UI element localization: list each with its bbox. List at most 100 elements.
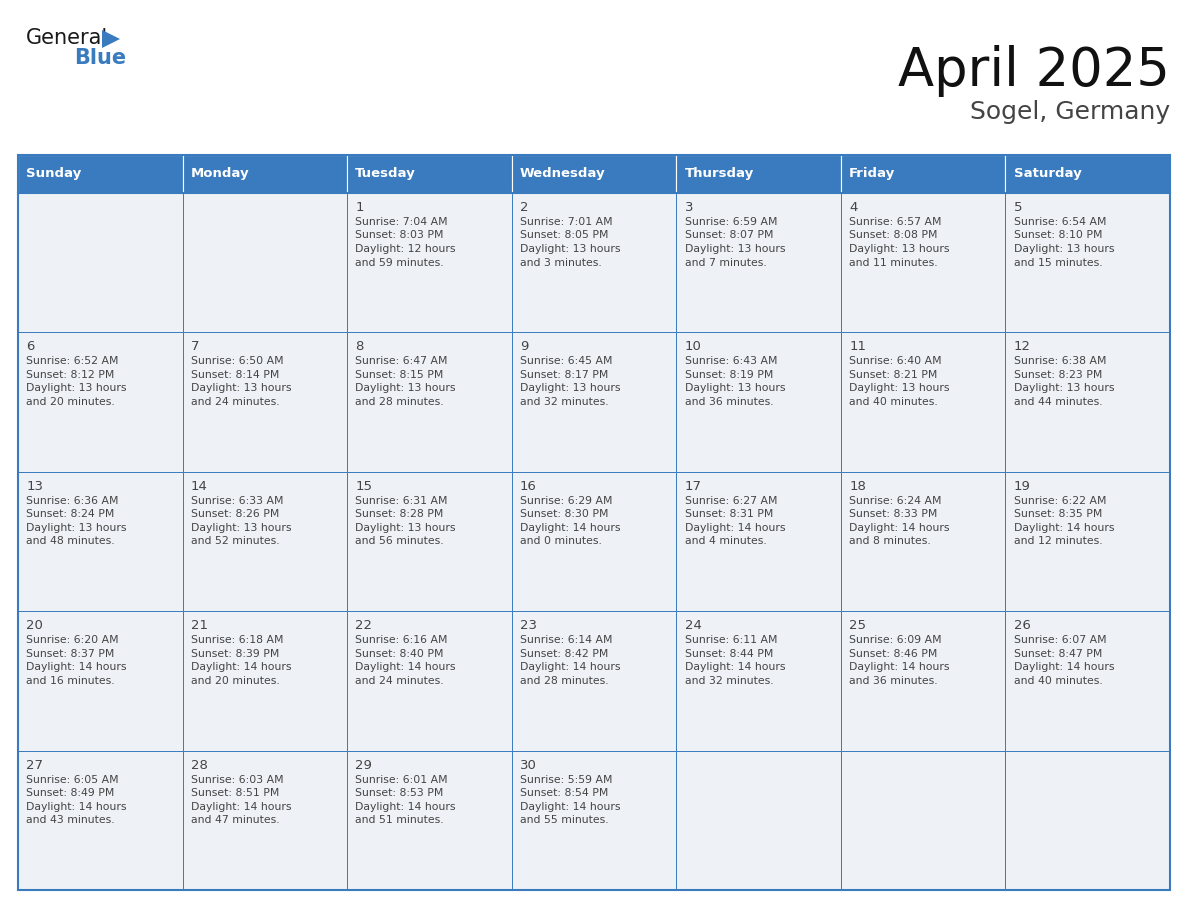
Bar (841, 472, 1005, 611)
Text: Daylight: 13 hours: Daylight: 13 hours (191, 384, 291, 394)
Text: 16: 16 (520, 480, 537, 493)
Text: Sunset: 8:54 PM: Sunset: 8:54 PM (520, 788, 608, 798)
Text: Daylight: 13 hours: Daylight: 13 hours (191, 522, 291, 532)
Text: Sunset: 8:10 PM: Sunset: 8:10 PM (1013, 230, 1102, 241)
Text: and 48 minutes.: and 48 minutes. (26, 536, 115, 546)
Text: and 7 minutes.: and 7 minutes. (684, 258, 766, 267)
Text: Sunrise: 6:52 AM: Sunrise: 6:52 AM (26, 356, 119, 366)
Text: Sunset: 8:53 PM: Sunset: 8:53 PM (355, 788, 444, 798)
Text: Sunrise: 6:45 AM: Sunrise: 6:45 AM (520, 356, 613, 366)
Text: Sunrise: 7:01 AM: Sunrise: 7:01 AM (520, 217, 613, 227)
Text: Daylight: 14 hours: Daylight: 14 hours (1013, 662, 1114, 672)
Text: Daylight: 14 hours: Daylight: 14 hours (1013, 522, 1114, 532)
Text: Daylight: 13 hours: Daylight: 13 hours (1013, 244, 1114, 254)
Text: Sunrise: 6:24 AM: Sunrise: 6:24 AM (849, 496, 942, 506)
Text: Daylight: 13 hours: Daylight: 13 hours (520, 244, 620, 254)
Bar (347, 611, 512, 751)
Text: and 52 minutes.: and 52 minutes. (191, 536, 279, 546)
Text: and 44 minutes.: and 44 minutes. (1013, 397, 1102, 407)
Text: Sunrise: 6:20 AM: Sunrise: 6:20 AM (26, 635, 119, 645)
Bar (1005, 332, 1170, 472)
Text: Friday: Friday (849, 167, 896, 181)
Text: Sunset: 8:17 PM: Sunset: 8:17 PM (520, 370, 608, 380)
Text: 21: 21 (191, 620, 208, 633)
Bar (1005, 472, 1170, 611)
Text: 14: 14 (191, 480, 208, 493)
Text: Thursday: Thursday (684, 167, 753, 181)
Text: Daylight: 14 hours: Daylight: 14 hours (520, 662, 620, 672)
Text: Daylight: 14 hours: Daylight: 14 hours (191, 801, 291, 812)
Text: Sunset: 8:28 PM: Sunset: 8:28 PM (355, 509, 444, 520)
Bar (183, 193, 347, 332)
Text: Sunset: 8:12 PM: Sunset: 8:12 PM (26, 370, 114, 380)
Text: Daylight: 13 hours: Daylight: 13 hours (520, 384, 620, 394)
Bar (512, 472, 676, 611)
Text: Daylight: 14 hours: Daylight: 14 hours (191, 662, 291, 672)
Text: Wednesday: Wednesday (520, 167, 606, 181)
Text: Sunrise: 6:31 AM: Sunrise: 6:31 AM (355, 496, 448, 506)
Bar (676, 751, 841, 890)
Text: 28: 28 (191, 758, 208, 772)
Text: 29: 29 (355, 758, 372, 772)
Text: Sunset: 8:15 PM: Sunset: 8:15 PM (355, 370, 444, 380)
Text: Sunrise: 6:57 AM: Sunrise: 6:57 AM (849, 217, 942, 227)
Bar (347, 751, 512, 890)
Text: General: General (26, 28, 108, 48)
Text: 15: 15 (355, 480, 372, 493)
Text: Sunrise: 6:03 AM: Sunrise: 6:03 AM (191, 775, 284, 785)
Text: Daylight: 13 hours: Daylight: 13 hours (355, 384, 456, 394)
Bar (347, 472, 512, 611)
Bar (841, 611, 1005, 751)
Bar (841, 155, 1005, 193)
Bar (1005, 155, 1170, 193)
Text: 2: 2 (520, 201, 529, 214)
Bar (512, 332, 676, 472)
Text: Daylight: 13 hours: Daylight: 13 hours (849, 244, 949, 254)
Bar (18, 193, 183, 332)
Text: April 2025: April 2025 (898, 45, 1170, 97)
Text: 1: 1 (355, 201, 364, 214)
Text: Sunrise: 6:16 AM: Sunrise: 6:16 AM (355, 635, 448, 645)
Text: and 16 minutes.: and 16 minutes. (26, 676, 115, 686)
Text: Sunrise: 6:50 AM: Sunrise: 6:50 AM (191, 356, 284, 366)
Text: Sunset: 8:44 PM: Sunset: 8:44 PM (684, 649, 773, 659)
Text: Sunset: 8:19 PM: Sunset: 8:19 PM (684, 370, 773, 380)
Text: Sunrise: 6:05 AM: Sunrise: 6:05 AM (26, 775, 119, 785)
Text: Sunrise: 5:59 AM: Sunrise: 5:59 AM (520, 775, 613, 785)
Bar (183, 472, 347, 611)
Text: Daylight: 14 hours: Daylight: 14 hours (849, 662, 949, 672)
Bar (1005, 751, 1170, 890)
Bar (676, 193, 841, 332)
Text: and 40 minutes.: and 40 minutes. (849, 397, 937, 407)
Text: Sunrise: 6:09 AM: Sunrise: 6:09 AM (849, 635, 942, 645)
Text: Sunset: 8:39 PM: Sunset: 8:39 PM (191, 649, 279, 659)
Text: 6: 6 (26, 341, 34, 353)
Text: and 32 minutes.: and 32 minutes. (520, 397, 608, 407)
Bar (512, 751, 676, 890)
Bar (676, 155, 841, 193)
Text: Sunrise: 7:04 AM: Sunrise: 7:04 AM (355, 217, 448, 227)
Text: and 51 minutes.: and 51 minutes. (355, 815, 444, 825)
Text: and 59 minutes.: and 59 minutes. (355, 258, 444, 267)
Text: Sunrise: 6:40 AM: Sunrise: 6:40 AM (849, 356, 942, 366)
Bar (841, 332, 1005, 472)
Text: Sunset: 8:42 PM: Sunset: 8:42 PM (520, 649, 608, 659)
Text: Sunrise: 6:54 AM: Sunrise: 6:54 AM (1013, 217, 1106, 227)
Text: and 24 minutes.: and 24 minutes. (355, 676, 444, 686)
Text: 3: 3 (684, 201, 693, 214)
Text: Sunset: 8:23 PM: Sunset: 8:23 PM (1013, 370, 1102, 380)
Text: and 43 minutes.: and 43 minutes. (26, 815, 115, 825)
Text: 30: 30 (520, 758, 537, 772)
Text: Sogel, Germany: Sogel, Germany (969, 100, 1170, 124)
Text: Daylight: 13 hours: Daylight: 13 hours (26, 522, 127, 532)
Text: Sunrise: 6:43 AM: Sunrise: 6:43 AM (684, 356, 777, 366)
Bar (676, 472, 841, 611)
Text: and 56 minutes.: and 56 minutes. (355, 536, 444, 546)
Bar (347, 193, 512, 332)
Text: Sunrise: 6:33 AM: Sunrise: 6:33 AM (191, 496, 283, 506)
Text: and 0 minutes.: and 0 minutes. (520, 536, 602, 546)
Text: 20: 20 (26, 620, 43, 633)
Text: 11: 11 (849, 341, 866, 353)
Text: Daylight: 13 hours: Daylight: 13 hours (1013, 384, 1114, 394)
Text: Sunset: 8:33 PM: Sunset: 8:33 PM (849, 509, 937, 520)
